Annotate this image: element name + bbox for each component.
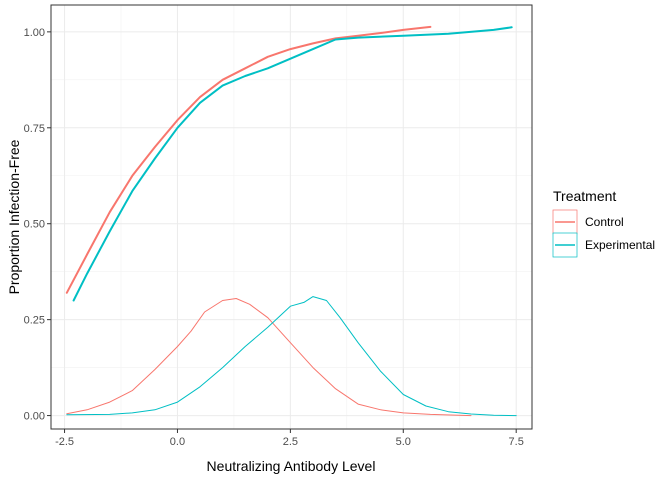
series-layer [65, 25, 517, 417]
y-tick-label: 0.75 [24, 123, 45, 135]
legend-label-control: Control [585, 215, 624, 229]
x-axis-title: Neutralizing Antibody Level [207, 458, 376, 474]
series-line-control-cumulative [65, 25, 432, 294]
y-tick-label: 0.25 [24, 315, 45, 327]
x-tick-label: -2.5 [55, 436, 74, 448]
panel-border [50, 4, 533, 430]
series-line-experimental-density [66, 296, 517, 417]
legend-item-experimental: Experimental [552, 232, 655, 258]
x-tick-label: 2.5 [283, 436, 298, 448]
y-tick-label: 0.50 [24, 219, 45, 231]
legend-label-experimental: Experimental [585, 238, 655, 252]
legend-item-control: Control [552, 209, 624, 235]
grid-minor [51, 5, 532, 429]
y-tick-label: 1.00 [24, 27, 45, 39]
y-axis-title: Proportion Infection-Free [6, 139, 22, 294]
series-line-control-density [66, 298, 472, 417]
series-line-experimental-cumulative [72, 26, 513, 302]
panel-background [51, 5, 532, 429]
y-axis-ticks: 0.00 0.25 0.50 0.75 1.00 [24, 27, 51, 423]
grid-major [51, 5, 532, 429]
y-tick-label: 0.00 [24, 411, 45, 423]
x-axis-ticks: -2.5 0.0 2.5 5.0 7.5 [55, 429, 524, 448]
legend: Treatment Control Experimental [552, 188, 655, 258]
x-tick-label: 7.5 [509, 436, 524, 448]
legend-title: Treatment [553, 188, 616, 204]
x-tick-label: 5.0 [396, 436, 411, 448]
x-tick-label: 0.0 [170, 436, 185, 448]
